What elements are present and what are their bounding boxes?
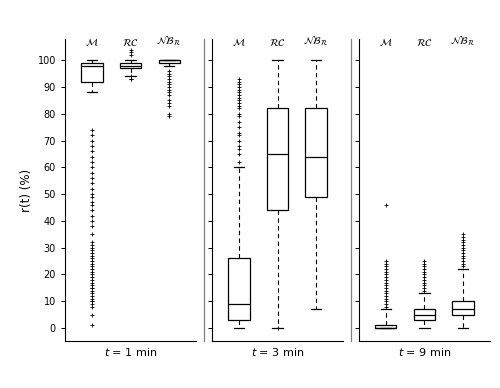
PathPatch shape [228,258,250,320]
Text: $\mathcal{NB}_{\mathcal{R}}$: $\mathcal{NB}_{\mathcal{R}}$ [304,35,329,48]
Text: $\mathcal{M}$: $\mathcal{M}$ [85,36,99,48]
PathPatch shape [452,301,473,315]
Text: $\mathcal{RC}$: $\mathcal{RC}$ [269,37,286,48]
PathPatch shape [375,326,396,328]
Text: $\mathcal{RC}$: $\mathcal{RC}$ [416,37,433,48]
Text: $\mathcal{NB}_{\mathcal{R}}$: $\mathcal{NB}_{\mathcal{R}}$ [156,35,182,48]
PathPatch shape [414,309,435,320]
X-axis label: $t$ = 1 min: $t$ = 1 min [104,346,158,358]
PathPatch shape [120,63,141,68]
Text: $\mathcal{NB}_{\mathcal{R}}$: $\mathcal{NB}_{\mathcal{R}}$ [450,35,475,48]
PathPatch shape [306,108,326,197]
Text: $\mathcal{M}$: $\mathcal{M}$ [232,36,245,48]
Y-axis label: r(t) (%): r(t) (%) [20,168,34,212]
Text: $\mathcal{M}$: $\mathcal{M}$ [379,36,392,48]
X-axis label: $t$ = 3 min: $t$ = 3 min [251,346,304,358]
PathPatch shape [267,108,288,210]
PathPatch shape [158,60,180,63]
Text: $\mathcal{RC}$: $\mathcal{RC}$ [122,37,139,48]
X-axis label: $t$ = 9 min: $t$ = 9 min [398,346,451,358]
PathPatch shape [82,63,102,81]
